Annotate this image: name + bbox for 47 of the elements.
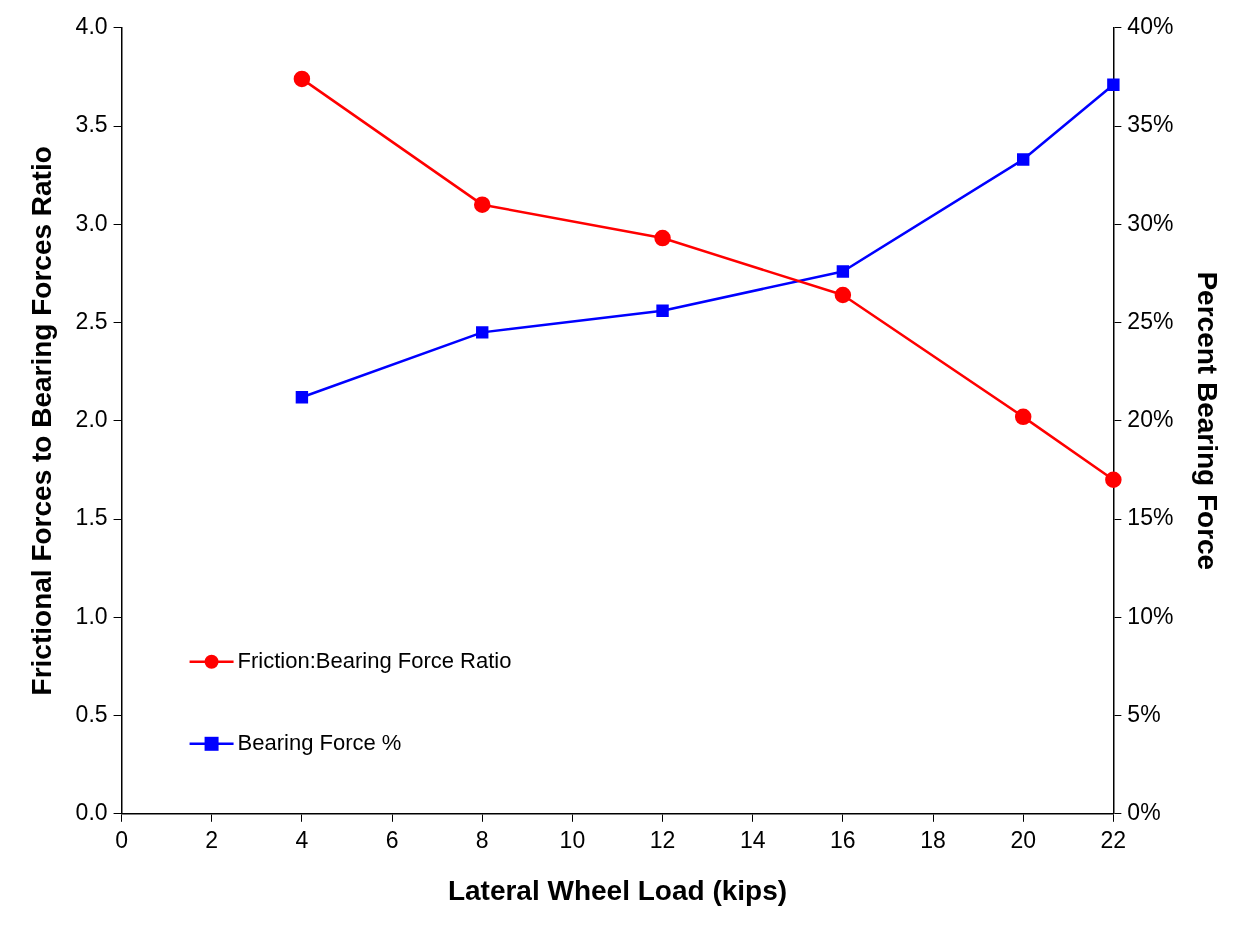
x-tick-label: 0 [115,826,128,853]
legend-label: Bearing Force % [237,729,402,755]
x-tick-label: 6 [385,826,399,853]
x-tick-label: 2 [205,826,219,853]
point [836,265,850,278]
point [293,70,311,88]
y-tick-label: 4.0 [75,13,108,40]
y-tick-label: 1.0 [75,602,108,629]
y2-tick-label: 15% [1127,504,1174,531]
legend-label: Friction:Bearing Force Ratio [237,647,512,673]
x-tick-label: 18 [920,826,946,853]
y-axis-title: Frictional Forces to Bearing Forces Ratio [25,146,57,696]
y-tick-label: 3.5 [75,111,108,138]
point [656,304,669,317]
x-tick-label: 4 [295,826,309,853]
y-tick-label: 2.0 [75,406,108,433]
point [473,196,491,213]
x-tick-label: 10 [559,826,586,853]
y2-tick-label: 10% [1127,602,1174,629]
point [476,326,489,339]
x-tick-label: 14 [739,826,766,853]
y2-tick-label: 0% [1127,799,1161,826]
point [834,286,852,304]
y2-tick-label: 35% [1127,111,1174,138]
y-tick-label: 0.0 [75,799,108,826]
y2-tick-label: 20% [1127,406,1174,433]
point [1107,78,1120,91]
y2-axis-title: Percent Bearing Force [1192,271,1224,571]
y2-tick-label: 30% [1127,209,1174,236]
point [654,229,671,247]
x-tick-label: 20 [1010,826,1036,853]
x-tick-label: 8 [475,826,489,853]
y-tick-label: 1.5 [75,504,108,531]
y-tick-label: 3.0 [75,209,108,236]
y-tick-label: 0.5 [75,700,108,727]
x-axis-title: Lateral Wheel Load (kips) [447,874,788,906]
y2-tick-label: 25% [1127,307,1174,334]
x-tick-label: 12 [649,826,676,853]
y2-tick-label: 40% [1127,13,1174,40]
point [1014,408,1032,426]
point [1105,471,1122,488]
point [295,391,309,404]
y2-tick-label: 5% [1127,700,1161,727]
point [1017,153,1030,166]
x-tick-label: 16 [830,826,856,853]
x-tick-label: 22 [1100,826,1127,853]
y-tick-label: 2.5 [75,307,108,334]
